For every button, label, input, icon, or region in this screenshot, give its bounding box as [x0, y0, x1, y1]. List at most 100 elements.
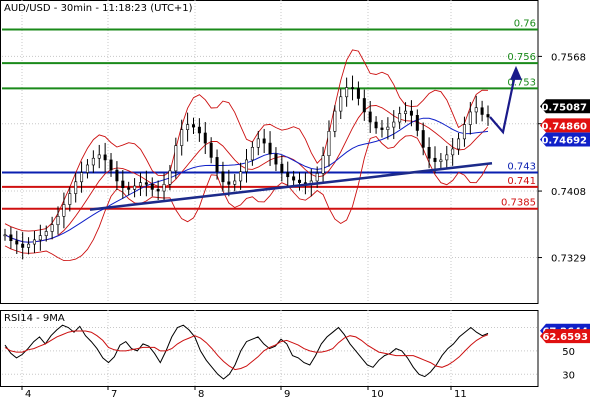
indicator-title: RSI14 - 9MA — [4, 313, 65, 324]
candle-body — [415, 115, 419, 131]
rsi-ma-line — [4, 330, 489, 371]
candle-body — [474, 107, 478, 113]
bollinger-lower — [4, 135, 489, 262]
candle-body — [409, 110, 413, 116]
price-panel-frame — [0, 0, 539, 304]
candle-body — [250, 146, 254, 161]
candle-body — [262, 138, 266, 144]
candle-body — [392, 121, 396, 128]
level-label: 0.743 — [507, 162, 536, 173]
candle-body — [374, 121, 378, 129]
rsi-badge-label: 62.6593 — [542, 332, 588, 343]
candle-body — [203, 132, 207, 144]
candle-body — [38, 235, 42, 241]
candle-body — [85, 164, 89, 173]
candle-body — [68, 193, 72, 205]
candle-body — [9, 234, 13, 242]
x-tick-label: 11 — [454, 389, 467, 400]
chart-title: AUD/USD - 30min - 11:18:23 (UTC+1) — [4, 3, 193, 14]
candle-body — [180, 129, 184, 146]
level-label: 0.756 — [507, 52, 536, 63]
candle-body — [480, 107, 484, 115]
candle-body — [368, 111, 372, 123]
candle-body — [245, 159, 249, 173]
candle-body — [186, 124, 190, 130]
rsi-series — [4, 324, 489, 380]
level-label: 0.741 — [507, 176, 536, 187]
candle-body — [268, 142, 272, 155]
candle-body — [80, 172, 84, 183]
candle-body — [292, 176, 296, 181]
trendline — [89, 162, 493, 211]
candle-body — [462, 124, 466, 140]
candle-body — [74, 181, 78, 194]
candle-body — [362, 98, 366, 113]
y-tick-label: 0.7408 — [551, 187, 586, 198]
candle-body — [32, 239, 36, 245]
y-tick-label: 0.7568 — [551, 52, 586, 63]
candle-body — [351, 87, 355, 89]
candles — [3, 75, 490, 260]
candle-body — [333, 110, 337, 132]
candle-body — [115, 169, 119, 182]
price-badge-label: 0.74860 — [541, 121, 587, 132]
candle-body — [356, 88, 360, 99]
candle-body — [339, 96, 343, 112]
candle-body — [168, 170, 172, 185]
candle-body — [221, 171, 225, 183]
candle-body — [345, 87, 349, 98]
candle-body — [197, 126, 201, 134]
candle-body — [239, 171, 243, 182]
rsi-tick-label: 50 — [562, 347, 575, 358]
level-label: 0.76 — [514, 18, 536, 29]
candle-body — [451, 148, 455, 156]
candle-body — [486, 114, 490, 118]
candle-body — [27, 243, 31, 248]
forecast-arrowhead — [510, 65, 522, 80]
candle-body — [44, 231, 48, 236]
x-tick-label: 10 — [371, 389, 384, 400]
candle-body — [91, 157, 95, 166]
candle-body — [439, 159, 443, 162]
price-badge-label: 0.75087 — [541, 102, 587, 113]
candle-body — [380, 127, 384, 130]
indicator-panel-frame — [0, 310, 539, 387]
level-label: 0.753 — [507, 77, 536, 88]
level-label: 0.7385 — [501, 198, 536, 209]
candle-body — [50, 224, 54, 232]
candle-body — [21, 243, 25, 248]
candle-body — [298, 179, 302, 183]
candle-body — [233, 180, 237, 185]
candle-body — [121, 180, 125, 188]
candle-body — [138, 182, 142, 187]
rsi-line — [4, 324, 489, 380]
candle-body — [144, 182, 148, 185]
bollinger-upper — [4, 49, 489, 232]
candle-body — [97, 154, 101, 159]
forecast-path — [489, 69, 518, 135]
candle-body — [215, 157, 219, 172]
candle-body — [162, 184, 166, 192]
candle-body — [321, 155, 325, 174]
candle-body — [286, 172, 290, 178]
x-tick-label: 9 — [284, 389, 290, 400]
price-badge — [540, 132, 590, 147]
candle-body — [174, 145, 178, 172]
candle-body — [56, 216, 60, 226]
candle-body — [3, 234, 7, 237]
candle-body — [315, 173, 319, 182]
candle-body — [62, 204, 66, 217]
rsi-badge — [540, 329, 590, 344]
x-tick-label: 8 — [198, 389, 204, 400]
candle-body — [150, 184, 154, 190]
candle-body — [445, 154, 449, 161]
candle-body — [427, 146, 431, 159]
candle-body — [209, 142, 213, 158]
candle-body — [15, 240, 19, 245]
x-tick-label: 7 — [111, 389, 117, 400]
candle-body — [280, 163, 284, 173]
candle-body — [404, 110, 408, 114]
